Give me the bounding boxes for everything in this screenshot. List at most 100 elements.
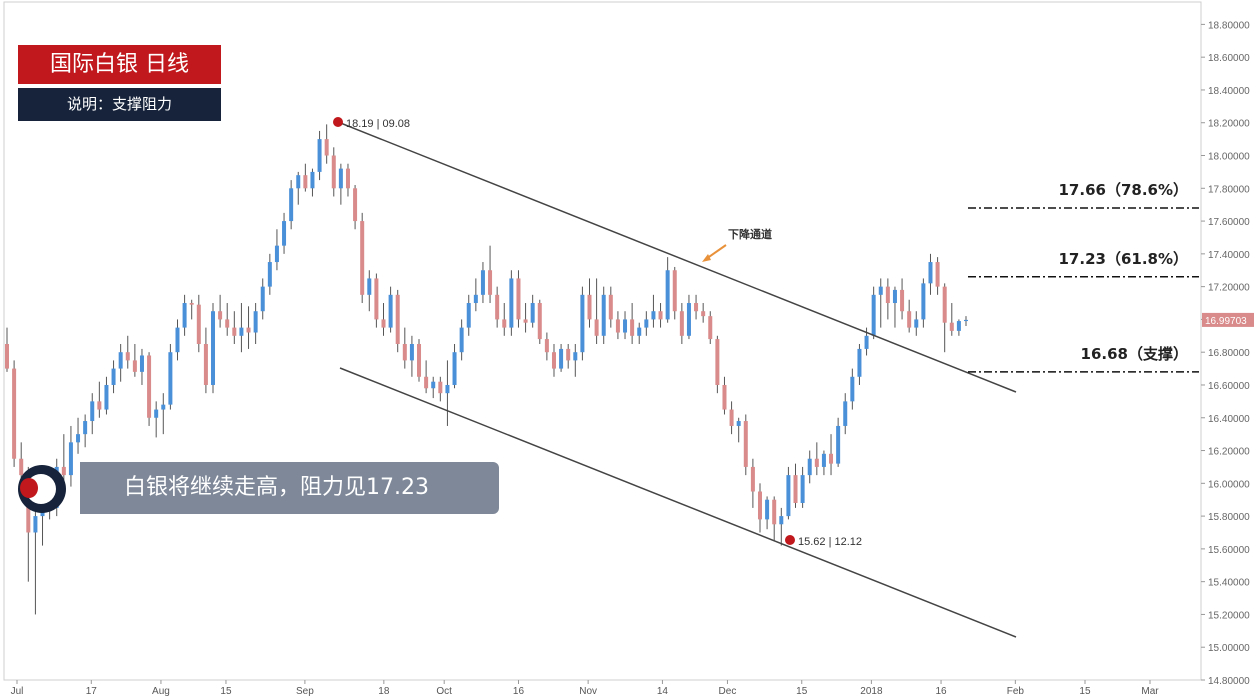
- candle-body: [90, 401, 95, 422]
- candle-body: [61, 466, 66, 476]
- y-tick-label: 15.20000: [1208, 610, 1250, 621]
- y-tick-label: 16.60000: [1208, 381, 1250, 392]
- chart-title: 国际白银 日线: [18, 45, 221, 84]
- candle-body: [203, 344, 208, 385]
- channel-arrow-head: [702, 254, 711, 262]
- y-tick-label: 18.20000: [1208, 119, 1250, 130]
- candle-body: [445, 384, 450, 394]
- candle-body: [800, 475, 805, 503]
- candle-body: [33, 516, 38, 533]
- candle-body: [530, 303, 535, 323]
- x-tick-label: 17: [86, 686, 98, 697]
- candle-body: [239, 327, 244, 336]
- candle-body: [452, 352, 457, 385]
- channel-line-lower: [339, 367, 1017, 638]
- candle-body: [317, 139, 322, 172]
- candle-body: [857, 348, 862, 377]
- candle-body: [594, 319, 599, 336]
- candle-body: [644, 319, 649, 328]
- candle-body: [736, 421, 741, 426]
- candle-body: [97, 401, 102, 410]
- y-tick-label: 16.00000: [1208, 479, 1250, 490]
- candle-body: [615, 319, 620, 333]
- y-tick-label: 17.60000: [1208, 217, 1250, 228]
- plot-frame: [3, 1, 1202, 681]
- candle-body: [104, 384, 109, 410]
- candle-body: [864, 335, 869, 349]
- candle-body: [374, 278, 379, 320]
- current-price-tag: [1202, 312, 1254, 327]
- candle-body: [928, 262, 933, 284]
- level-label: 17.23（61.8%）: [1059, 250, 1189, 268]
- candle-body: [623, 319, 628, 333]
- candle-body: [630, 319, 635, 336]
- channel-line-upper: [337, 121, 1017, 393]
- candle-body: [601, 294, 606, 336]
- y-tick-label: 15.40000: [1208, 578, 1250, 589]
- candle-body: [765, 499, 770, 520]
- candle-body: [310, 171, 315, 189]
- candle-body: [743, 421, 748, 467]
- x-tick-label: Dec: [719, 686, 737, 697]
- x-tick-label: 16: [935, 686, 947, 697]
- candle-body: [232, 327, 237, 336]
- level-label: 16.68（支撑）: [1081, 345, 1188, 363]
- candle-body: [694, 303, 699, 312]
- y-tick-label: 15.80000: [1208, 512, 1250, 523]
- candle-body: [885, 286, 890, 304]
- candle-body: [161, 404, 166, 410]
- candle-body: [914, 319, 919, 328]
- candle-body: [111, 368, 116, 385]
- y-tick-label: 18.00000: [1208, 152, 1250, 163]
- x-tick-label: 18: [378, 686, 390, 697]
- x-tick-label: 16: [513, 686, 525, 697]
- candle-body: [537, 303, 542, 340]
- candle-body: [409, 344, 414, 361]
- x-tick-label: Nov: [579, 686, 597, 697]
- y-tick-label: 18.80000: [1208, 20, 1250, 31]
- candle-body: [338, 168, 343, 189]
- x-tick-label: 15: [1079, 686, 1091, 697]
- candle-body: [367, 278, 372, 295]
- swing-high-label: 18.19 | 09.08: [346, 118, 410, 130]
- candle-body: [523, 319, 528, 323]
- candle-body: [225, 319, 230, 328]
- candle-body: [473, 294, 478, 304]
- candle-body: [793, 475, 798, 503]
- candle-body: [353, 188, 358, 222]
- candle-body: [637, 327, 642, 336]
- candle-body: [935, 262, 940, 287]
- candle-body: [814, 458, 819, 467]
- candle-body: [360, 221, 365, 295]
- level-label: 17.66（78.6%）: [1059, 181, 1189, 199]
- candle-body: [211, 311, 216, 385]
- candle-body: [757, 491, 762, 520]
- swing-low-label: 15.62 | 12.12: [798, 536, 862, 548]
- x-tick-label: Sep: [296, 686, 314, 697]
- swing-low-marker: [785, 535, 795, 545]
- candle-body: [651, 311, 656, 320]
- candle-body: [587, 294, 592, 320]
- candle-body: [850, 376, 855, 402]
- candle-body: [829, 453, 834, 464]
- candle-body: [147, 355, 152, 418]
- analyst-avatar-icon: [18, 465, 66, 513]
- chart-subtitle: 说明：支撑阻力: [18, 88, 221, 121]
- candle-body: [715, 339, 720, 385]
- candle-body: [132, 360, 137, 372]
- y-tick-label: 17.40000: [1208, 250, 1250, 261]
- candle-body: [395, 294, 400, 344]
- candle-body: [154, 409, 159, 418]
- candle-body: [246, 327, 251, 333]
- candle-body: [182, 303, 187, 328]
- candle-body: [19, 458, 24, 476]
- callout-text: 白银将继续走高，阻力见17.23: [124, 475, 429, 500]
- candle-body: [821, 453, 826, 467]
- candle-body: [843, 401, 848, 426]
- x-tick-label: Aug: [152, 686, 170, 697]
- candle-body: [658, 311, 663, 320]
- candle-body: [907, 311, 912, 328]
- candle-body: [466, 303, 471, 328]
- swing-high-marker: [333, 117, 343, 127]
